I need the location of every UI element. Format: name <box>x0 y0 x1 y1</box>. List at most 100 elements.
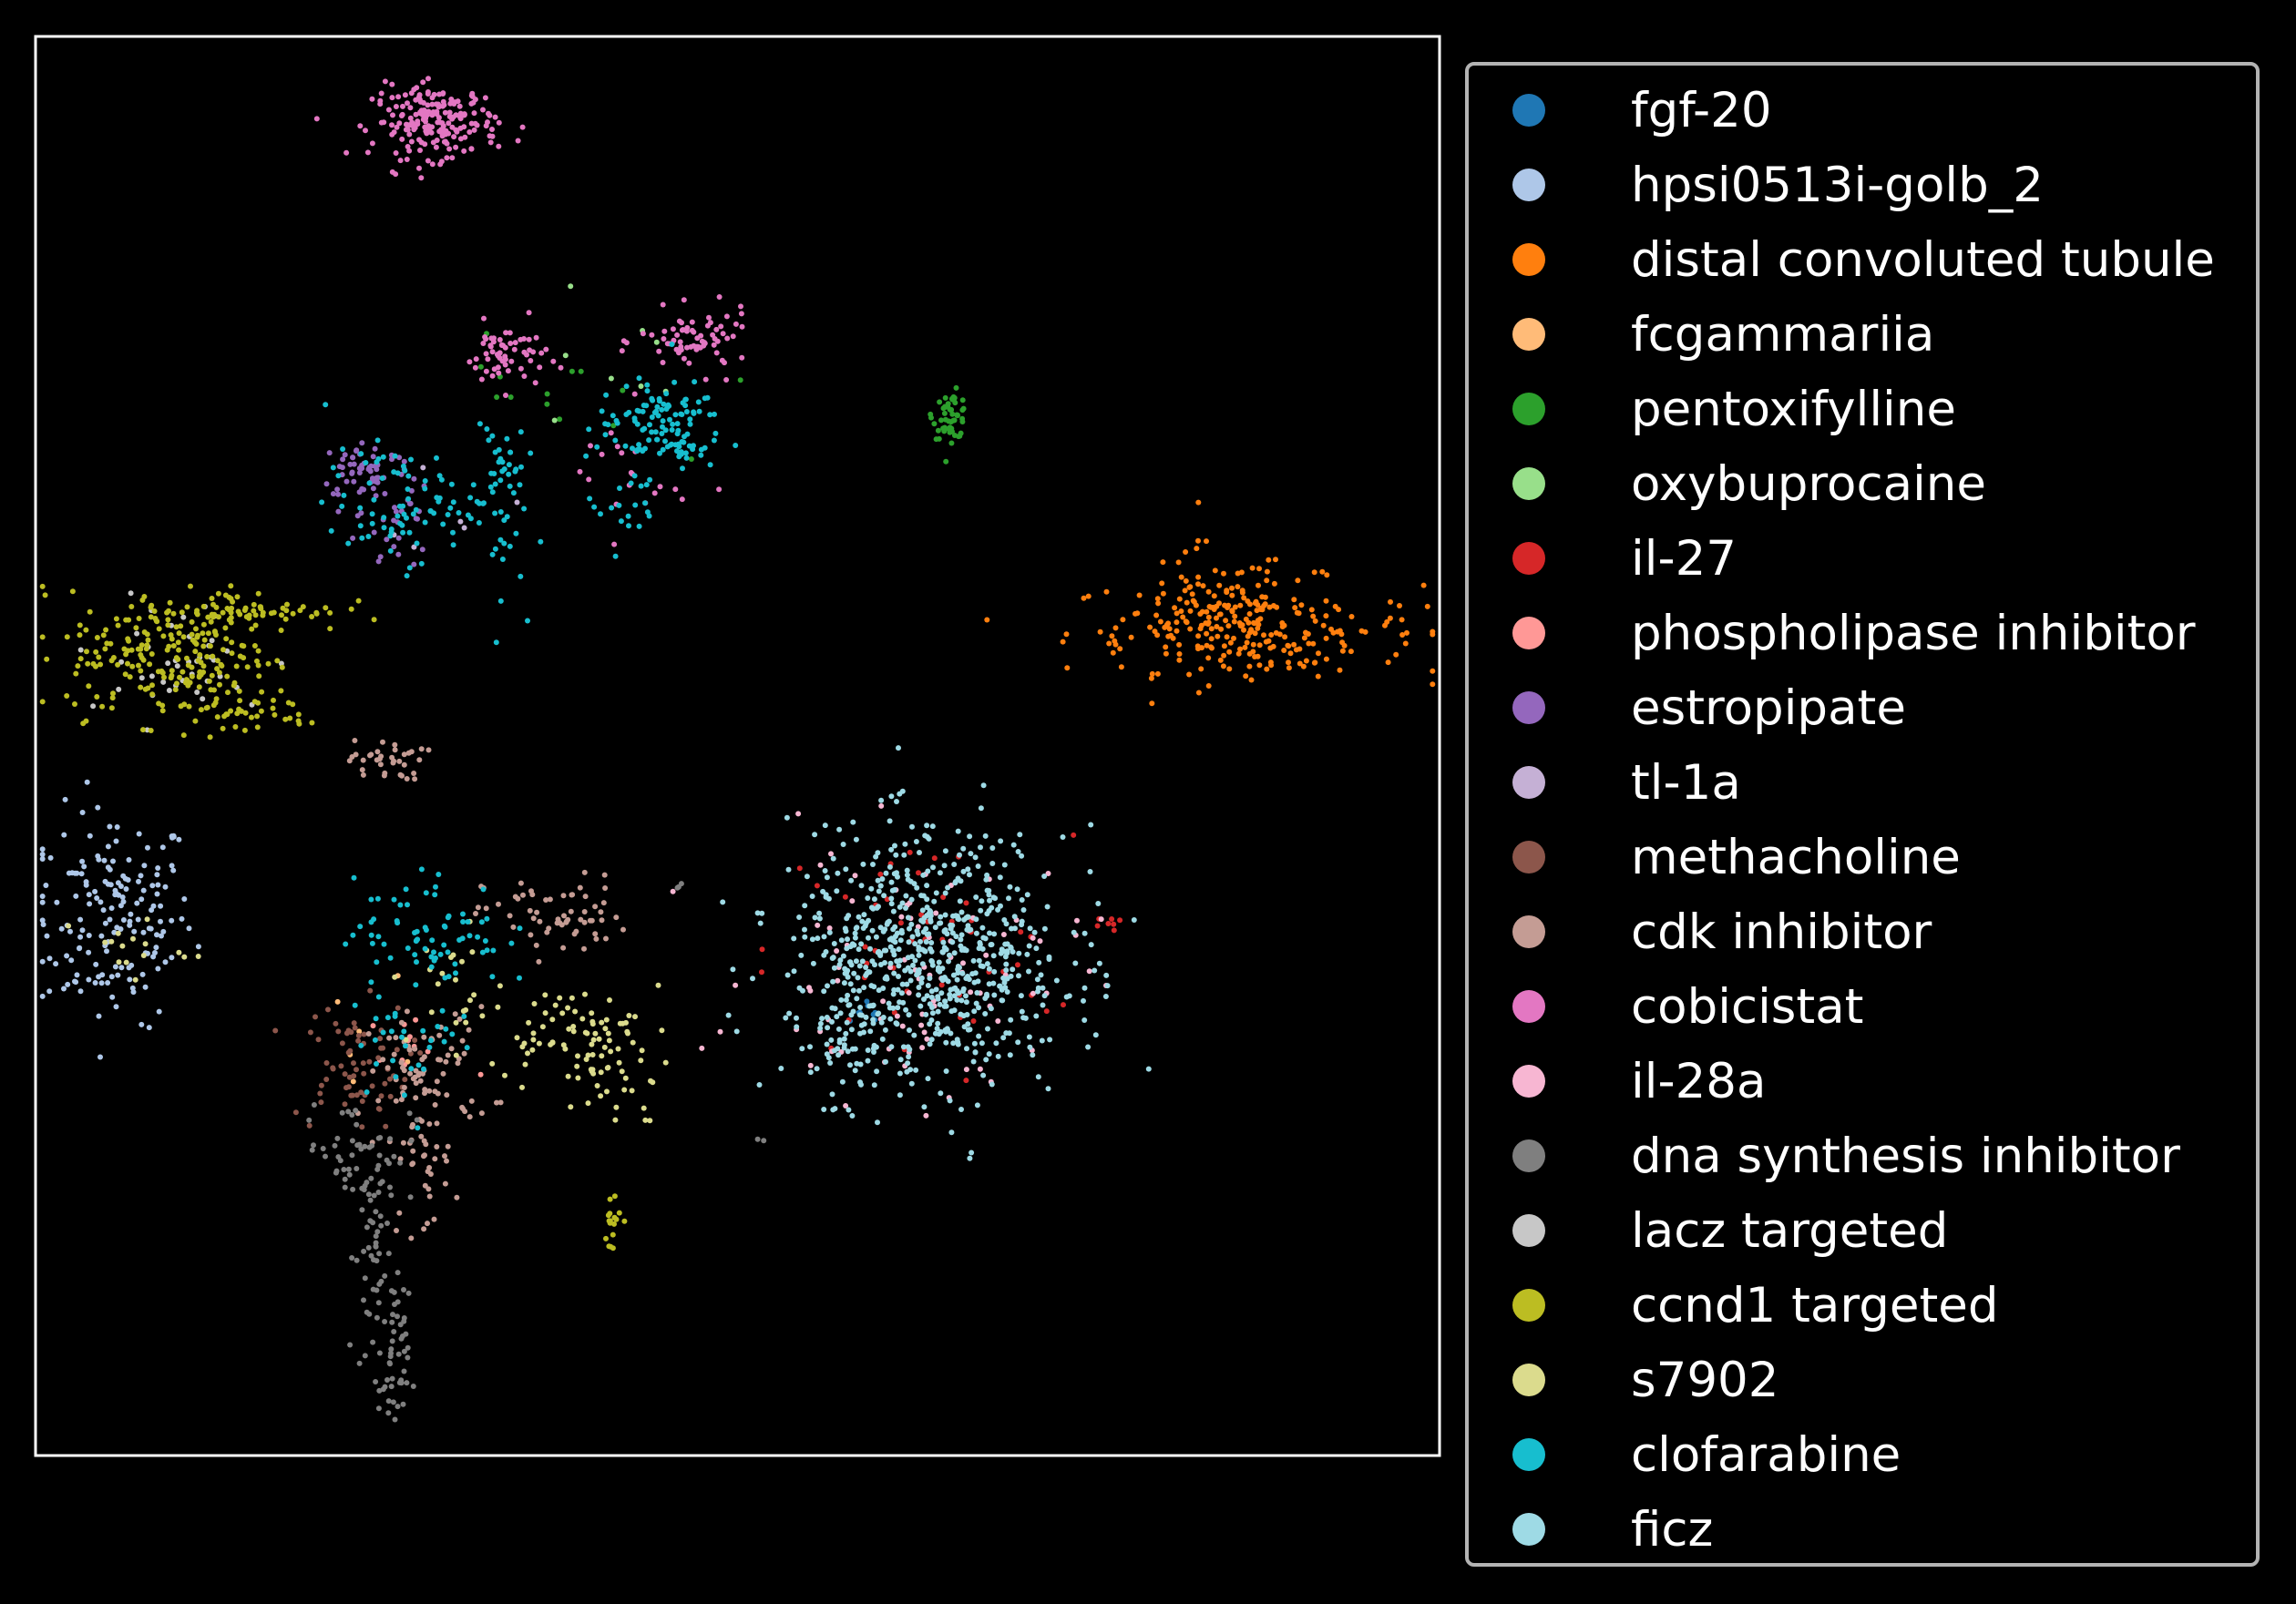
data-point <box>843 1103 849 1108</box>
data-point <box>489 551 496 557</box>
data-point <box>1038 972 1044 978</box>
data-point <box>928 940 935 945</box>
data-point <box>1155 600 1162 607</box>
data-point <box>619 1068 625 1075</box>
data-point <box>989 942 995 947</box>
data-point <box>453 144 459 150</box>
data-point <box>611 1193 618 1200</box>
data-point <box>387 1136 394 1142</box>
data-point <box>609 505 615 511</box>
data-point <box>431 949 436 955</box>
data-point <box>897 1070 903 1077</box>
data-point <box>502 362 508 368</box>
data-point <box>1036 959 1042 965</box>
data-point <box>905 1060 911 1067</box>
data-point <box>843 996 849 1003</box>
data-point <box>174 680 179 687</box>
data-point <box>375 455 382 462</box>
data-point <box>378 753 384 760</box>
data-point <box>464 1045 470 1051</box>
data-point <box>502 1072 507 1078</box>
data-point <box>417 1078 424 1084</box>
data-point <box>357 523 364 529</box>
data-point <box>354 1067 359 1073</box>
data-point <box>1102 994 1109 999</box>
data-point <box>940 894 947 900</box>
data-point <box>465 919 471 925</box>
data-point <box>835 870 841 876</box>
data-point <box>890 908 897 914</box>
data-point <box>255 590 261 597</box>
data-point <box>987 930 992 936</box>
data-point <box>1015 849 1021 854</box>
data-point <box>364 1309 370 1315</box>
data-point <box>581 945 587 952</box>
data-point <box>280 605 286 611</box>
data-point <box>282 616 289 622</box>
data-point <box>976 1033 982 1039</box>
data-point <box>984 617 990 623</box>
data-point <box>1184 599 1190 606</box>
data-point <box>891 970 897 976</box>
data-point <box>405 473 412 479</box>
data-point <box>659 431 665 436</box>
data-point <box>611 1221 617 1227</box>
data-point <box>877 871 884 877</box>
data-point <box>411 544 417 550</box>
data-point <box>364 1224 370 1231</box>
data-point <box>466 1114 473 1120</box>
data-point <box>612 553 619 559</box>
data-point <box>234 594 241 600</box>
data-point <box>480 107 486 113</box>
data-point <box>951 394 958 401</box>
data-point <box>118 659 125 665</box>
data-point <box>442 924 448 930</box>
data-point <box>1187 608 1194 614</box>
data-point <box>503 393 508 398</box>
data-point <box>130 935 136 942</box>
data-point <box>349 1138 355 1144</box>
data-point <box>662 427 669 434</box>
data-point <box>713 326 720 332</box>
data-point <box>96 654 102 660</box>
data-point <box>877 950 884 956</box>
data-point <box>64 953 70 959</box>
data-point <box>98 933 105 939</box>
data-point <box>897 904 903 910</box>
data-point <box>684 344 690 351</box>
data-point <box>438 127 445 133</box>
data-point <box>918 893 925 899</box>
data-point <box>445 949 451 955</box>
data-point <box>479 1013 486 1019</box>
data-point <box>404 776 410 782</box>
data-point <box>374 1166 381 1172</box>
data-point <box>1183 549 1189 555</box>
data-point <box>676 454 682 460</box>
data-point <box>504 514 510 520</box>
data-point <box>323 605 329 611</box>
data-point <box>469 949 476 955</box>
data-point <box>529 892 536 898</box>
data-point <box>953 934 959 940</box>
data-point <box>388 529 395 536</box>
data-point <box>542 1010 548 1017</box>
data-point <box>61 986 67 992</box>
data-point <box>371 617 377 623</box>
data-point <box>452 961 458 967</box>
plot-frame <box>34 35 1441 1457</box>
data-point <box>852 1068 858 1074</box>
data-point <box>893 852 899 858</box>
data-point <box>148 614 154 620</box>
data-point <box>390 1057 396 1064</box>
data-point <box>492 546 498 552</box>
data-point <box>123 886 129 892</box>
data-point <box>828 851 834 857</box>
data-point <box>827 1060 834 1066</box>
data-point <box>396 758 403 764</box>
data-point <box>825 1025 831 1031</box>
data-point <box>432 892 438 898</box>
data-point <box>453 976 458 983</box>
data-point <box>691 409 697 415</box>
data-point <box>707 412 713 418</box>
data-point <box>376 1350 383 1356</box>
